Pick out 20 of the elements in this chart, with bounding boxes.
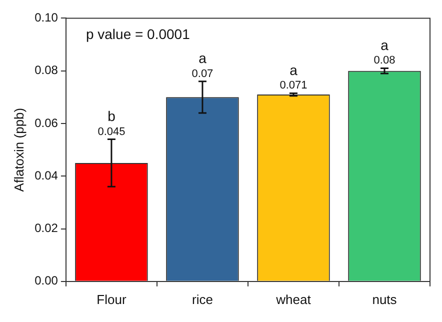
x-tick-label: Flour	[96, 292, 127, 307]
annotation: p value = 0.0001	[86, 26, 190, 42]
y-tick-label: 0.02	[34, 221, 58, 236]
annotation: a	[380, 37, 389, 54]
annotation: a	[290, 62, 298, 78]
x-tick-label: wheat	[275, 292, 312, 307]
y-tick-label: 0.00	[34, 274, 58, 288]
data-label: 0.07	[192, 68, 214, 80]
annotation: b	[108, 108, 116, 124]
y-tick-label: 0.04	[34, 168, 58, 182]
data-label: 0.08	[374, 54, 396, 67]
y-tick-label: 0.10	[34, 10, 58, 25]
y-tick-label: 0.06	[34, 116, 58, 130]
y-tick-label: 0.08	[34, 63, 58, 78]
x-tick-label: nuts	[372, 292, 398, 307]
data-label: 0.045	[98, 126, 126, 138]
data-label: 0.071	[280, 80, 308, 92]
y-axis-title: Aflatoxin (ppb)	[11, 108, 26, 192]
annotation: a	[198, 50, 207, 66]
x-tick-label: rice	[192, 292, 213, 307]
